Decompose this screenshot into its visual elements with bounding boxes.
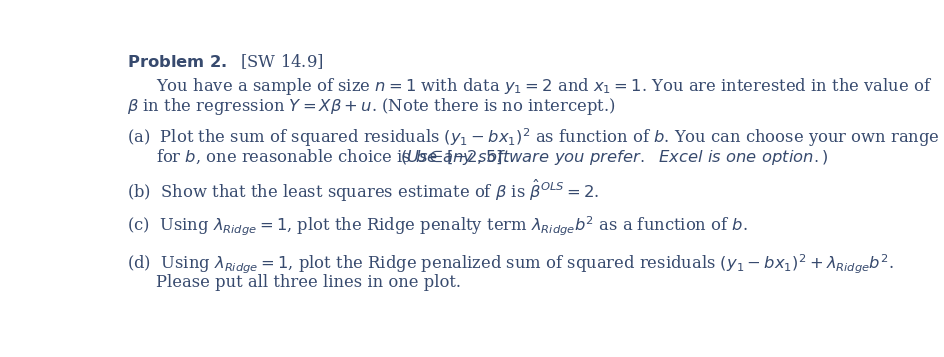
Text: $\mathbf{Problem\ 2.}$  [SW 14.9]: $\mathbf{Problem\ 2.}$ [SW 14.9] xyxy=(126,52,323,71)
Text: for $b$, one reasonable choice is $b \in [-2, 5]$.: for $b$, one reasonable choice is $b \in… xyxy=(156,148,514,166)
Text: $\it{(Use\ any\ software\ you\ prefer.\ \ Excel\ is\ one\ option.)}$: $\it{(Use\ any\ software\ you\ prefer.\ … xyxy=(399,148,828,167)
Text: $\beta$ in the regression $Y = X\beta + u$. (Note there is no intercept.): $\beta$ in the regression $Y = X\beta + … xyxy=(126,96,615,117)
Text: (a)  Plot the sum of squared residuals $(y_1 - bx_1)^2$ as function of $b$. You : (a) Plot the sum of squared residuals $(… xyxy=(126,127,938,149)
Text: Please put all three lines in one plot.: Please put all three lines in one plot. xyxy=(156,274,461,291)
Text: (d)  Using $\lambda_{Ridge} = 1$, plot the Ridge penalized sum of squared residu: (d) Using $\lambda_{Ridge} = 1$, plot th… xyxy=(126,252,893,276)
Text: You have a sample of size $n = 1$ with data $y_1 = 2$ and $x_1 = 1$. You are int: You have a sample of size $n = 1$ with d… xyxy=(156,76,932,97)
Text: (c)  Using $\lambda_{Ridge} = 1$, plot the Ridge penalty term $\lambda_{Ridge}b^: (c) Using $\lambda_{Ridge} = 1$, plot th… xyxy=(126,215,747,238)
Text: (b)  Show that the least squares estimate of $\beta$ is $\hat{\beta}^{OLS} = 2$.: (b) Show that the least squares estimate… xyxy=(126,177,598,203)
